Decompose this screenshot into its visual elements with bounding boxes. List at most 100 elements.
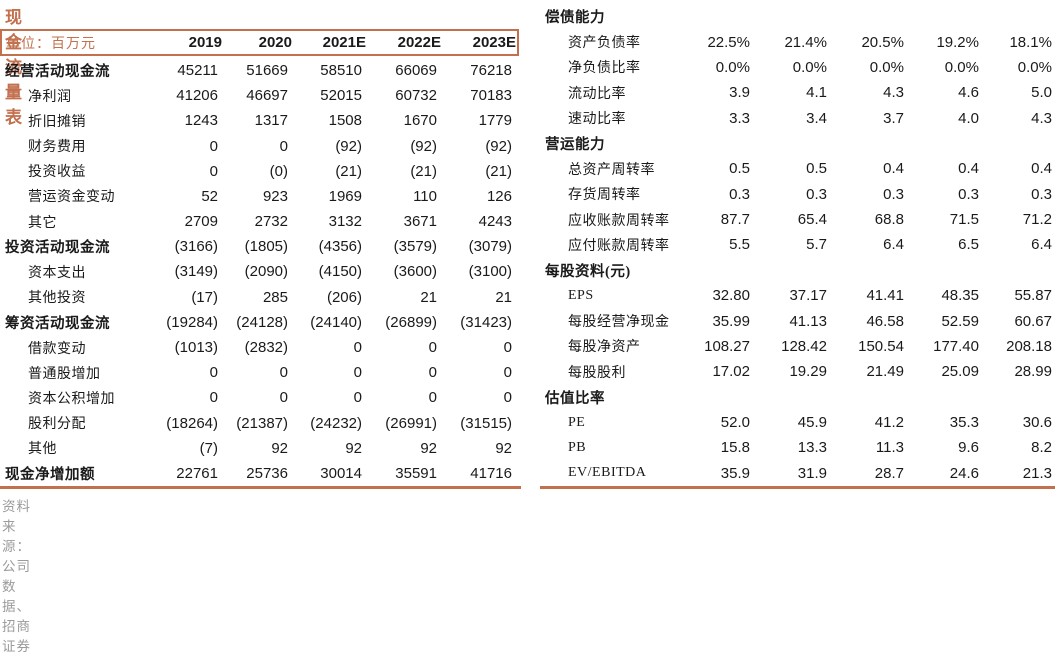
cell-value: 0.5 [806,160,827,178]
cell-value: (21) [335,162,362,180]
cell-value: 110 [413,187,437,205]
row-label: 每股股利 [568,365,626,381]
cell-value: 76218 [470,62,512,80]
cell-value: 0 [209,389,218,407]
cell-value: (3100) [468,263,512,281]
cell-value: 60732 [395,87,437,105]
cashflow-table-row: 其它 2709 2732 3132 3671 4243 [0,209,513,234]
cell-value: 4.6 [958,84,979,102]
cashflow-table-row: 资本支出 (3149) (2090) (4150) (3600) (3100) [0,259,513,284]
cell-value: 0 [428,364,437,382]
cell-value: 1969 [328,187,362,205]
cell-value: 41.2 [874,414,904,432]
cell-value: 177.40 [933,337,979,355]
year-header-2022e: 2022E [397,34,441,51]
cell-value: 46.58 [866,312,904,330]
cashflow-header-row: 单位：百万元 2019 2020 2021E 2022E 2023E [0,29,519,56]
row-label: 偿债能力 [545,10,605,27]
cell-value: 20.5% [861,33,904,51]
year-header-2021e: 2021E [322,34,366,51]
row-label: 应付账款周转率 [568,238,670,254]
row-label: 每股经营净现金 [568,315,670,331]
cell-value: (18264) [166,414,218,432]
cashflow-table-row: 普通股增加 0 0 0 0 0 [0,360,513,385]
ratios-table-row: 偿债能力 [540,4,1053,29]
cell-value: 9.6 [958,439,979,457]
row-label: 经营活动现金流 [5,64,110,81]
row-label: 现金净增加额 [5,466,95,483]
row-label: 折旧摊销 [28,114,86,130]
cell-value: 1508 [328,112,362,130]
cell-value: 5.7 [806,236,827,254]
cashflow-table-body: 经营活动现金流 45211 51669 58510 66069 76218 净利润 41206… [0,58,513,486]
cell-value: 24.6 [949,464,979,482]
ratios-table-row: PE 52.0 45.9 41.2 35.3 30.6 [540,410,1053,435]
cell-value: 66069 [395,62,437,80]
row-label: PB [568,439,587,455]
cell-value: 60.67 [1014,312,1052,330]
cell-value: 6.4 [883,236,904,254]
cashflow-table-row: 股利分配 (18264) (21387) (24232) (26991) (31515) [0,410,513,435]
cell-value: 51669 [246,62,288,80]
cell-value: 21.4% [784,33,827,51]
ratios-table-row: 每股净资产 108.27 128.42 150.54 177.40 208.18 [540,334,1053,359]
cell-value: 0 [279,364,288,382]
cell-value: 4.1 [806,84,827,102]
row-label: 营运能力 [545,137,605,154]
cashflow-table-row: 净利润 41206 46697 52015 60732 70183 [0,83,513,108]
ratios-table-row: 估值比率 [540,385,1053,410]
cashflow-table-row: 资本公积增加 0 0 0 0 0 [0,385,513,410]
cell-value: 19.29 [789,363,827,381]
row-label: 资本公积增加 [28,391,115,407]
cell-value: 4243 [478,213,512,231]
row-label: 普通股增加 [28,366,101,382]
cell-value: 52015 [320,87,362,105]
row-label: 资本支出 [28,265,86,281]
ratios-table-row: PB 15.8 13.3 11.3 9.6 8.2 [540,435,1053,460]
cell-value: 0.3 [958,185,979,203]
cell-value: 1317 [254,112,288,130]
ratios-table-row: EPS 32.80 37.17 41.41 48.35 55.87 [540,283,1053,308]
row-label: 股利分配 [28,417,86,433]
cashflow-table-row: 折旧摊销 1243 1317 1508 1670 1779 [0,108,513,133]
cell-value: 5.5 [729,236,750,254]
cell-value: (4356) [318,238,362,256]
row-label: 应收账款周转率 [568,213,670,229]
cell-value: 25.09 [941,363,979,381]
cell-value: 55.87 [1014,287,1052,305]
cell-value: 2709 [184,213,218,231]
ratios-bottom-rule [540,486,1055,489]
cell-value: (4150) [318,263,362,281]
cashflow-table-row: 筹资活动现金流 (19284) (24128) (24140) (26899) (3142… [0,310,513,335]
cell-value: 0 [353,389,362,407]
row-label: 流动比率 [568,86,626,102]
row-label: PE [568,414,586,430]
cell-value: 37.17 [789,287,827,305]
cell-value: 2732 [254,213,288,231]
ratios-table-row: 每股经营净现金 35.99 41.13 46.58 52.59 60.67 [540,308,1053,333]
cell-value: 1779 [478,112,512,130]
row-label: EPS [568,287,594,303]
row-label: 投资活动现金流 [5,240,110,257]
row-label: 估值比率 [545,390,605,407]
cell-value: (0) [269,162,288,180]
cell-value: 52.59 [941,312,979,330]
cell-value: 35.3 [949,414,979,432]
cell-value: 21.3 [1022,464,1052,482]
ratios-table-row: 资产负债率 22.5% 21.4% 20.5% 19.2% 18.1% [540,29,1053,54]
cell-value: 0.4 [958,160,979,178]
cell-value: 0.5 [729,160,750,178]
row-label: 借款变动 [28,341,86,357]
cell-value: 3132 [328,213,362,231]
cell-value: 0.0% [792,58,827,76]
cell-value: 208.18 [1006,337,1052,355]
cell-value: 41206 [176,87,218,105]
cell-value: 1243 [184,112,218,130]
cell-value: 52.0 [720,414,750,432]
cell-value: (26991) [385,414,437,432]
cell-value: (17) [191,288,218,306]
cell-value: 92 [420,439,437,457]
year-header-2019: 2019 [188,34,222,51]
cell-value: 4.3 [1031,109,1052,127]
cell-value: 8.2 [1031,439,1052,457]
